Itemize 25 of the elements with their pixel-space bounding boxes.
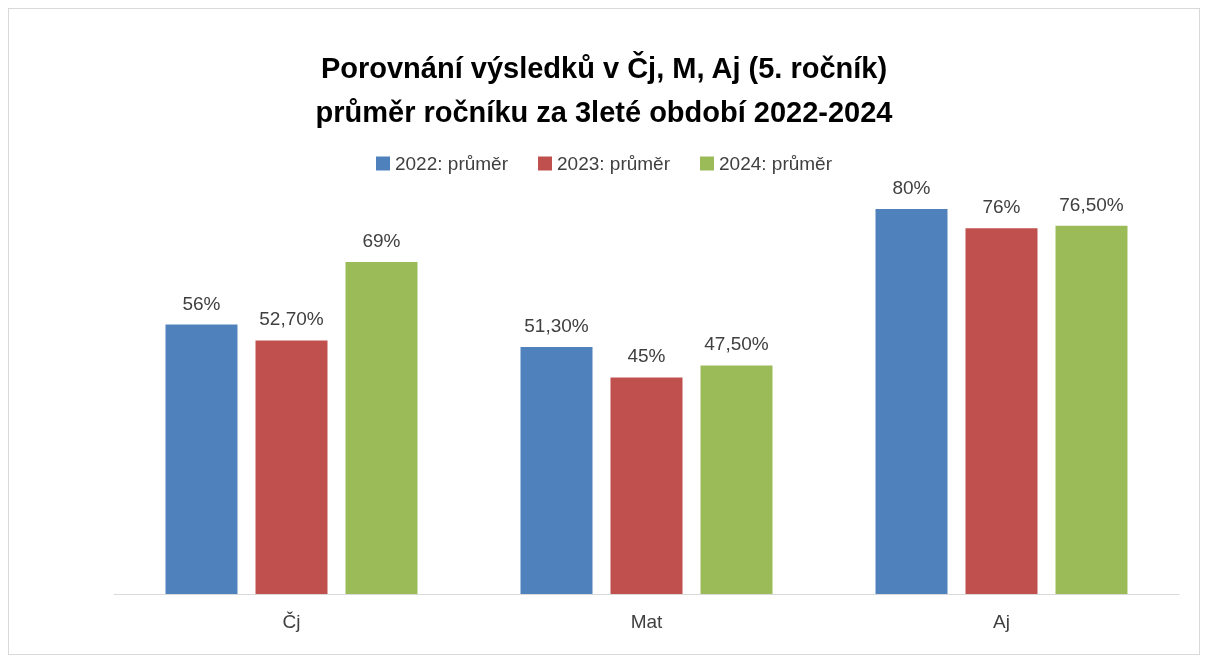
bar: [610, 377, 683, 594]
data-label: 56%: [182, 292, 221, 314]
bar: [345, 261, 418, 594]
data-label: 51,30%: [524, 315, 589, 337]
bar: [965, 228, 1038, 594]
bar: [520, 347, 593, 594]
data-label: 45%: [627, 345, 666, 367]
data-label: 52,70%: [259, 308, 324, 330]
x-tick-label: Čj: [282, 611, 301, 632]
bar: [255, 340, 328, 594]
data-label: 47,50%: [704, 333, 769, 355]
legend-label: 2023: průměr: [557, 153, 671, 174]
data-label: 76%: [982, 196, 1021, 218]
x-tick-label: Aj: [993, 611, 1010, 632]
bar: [1055, 225, 1128, 594]
data-label: 69%: [362, 229, 401, 251]
legend-label: 2024: průměr: [719, 153, 833, 174]
x-tick-label: Mat: [630, 611, 664, 632]
bar: [165, 324, 238, 594]
bar: [700, 365, 773, 594]
bar: [875, 209, 948, 594]
legend-label: 2022: průměr: [394, 153, 509, 174]
data-label: 80%: [892, 177, 931, 198]
chart-title: Porovnání výsledků v Čj, M, Aj (5. ročník) průměr ročníku za 3leté období 2022-2024: [315, 51, 893, 128]
data-label: 76,50%: [1059, 193, 1124, 215]
